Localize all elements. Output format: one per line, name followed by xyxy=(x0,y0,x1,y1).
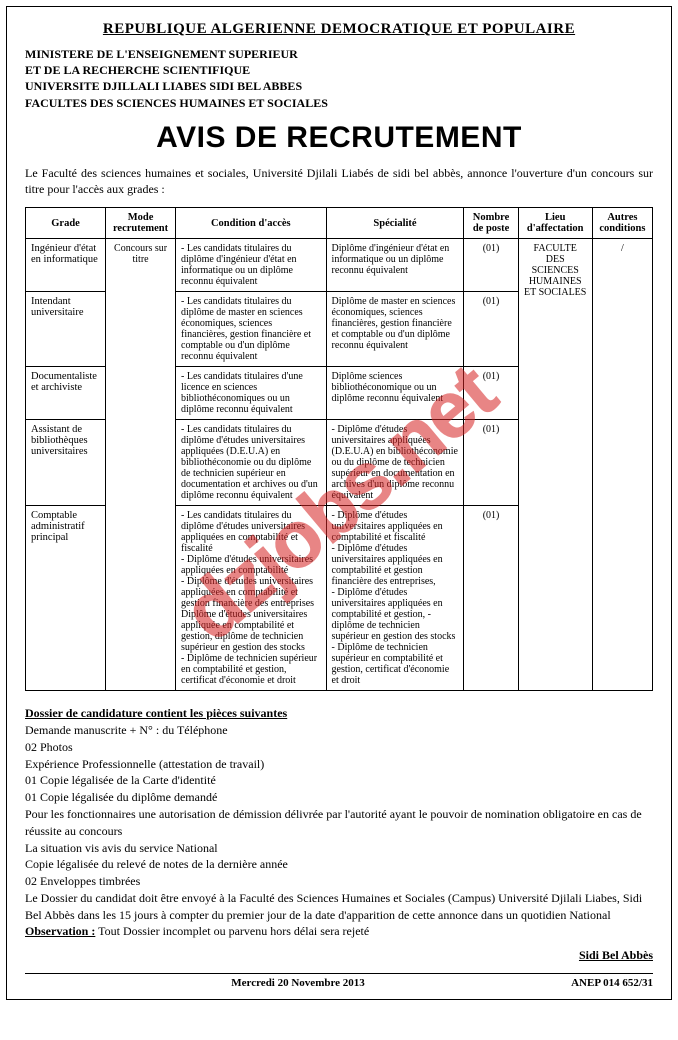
cell-nombre: (01) xyxy=(464,239,518,292)
cell-grade: Assistant de bibliothèques universitaire… xyxy=(26,420,106,506)
col-condition: Condition d'accès xyxy=(176,208,327,239)
recruitment-table: Grade Mode recrutement Condition d'accès… xyxy=(25,207,653,691)
dossier-item: Expérience Professionnelle (attestation … xyxy=(25,756,653,773)
footer-bar: Mercredi 20 Novembre 2013 ANEP 014 652/3… xyxy=(25,973,653,989)
cell-grade: Ingénieur d'état en informatique xyxy=(26,239,106,292)
col-lieu: Lieu d'affectation xyxy=(518,208,592,239)
cell-lieu: FACULTE DES SCIENCES HUMAINES ET SOCIALE… xyxy=(518,239,592,691)
observation-text: Tout Dossier incomplet ou parvenu hors d… xyxy=(95,924,369,938)
dossier-section: Dossier de candidature contient les pièc… xyxy=(25,705,653,940)
col-nombre: Nombre de poste xyxy=(464,208,518,239)
cell-specialite: - Diplôme d'études universitaires appliq… xyxy=(326,506,464,691)
dossier-item: Pour les fonctionnaires une autorisation… xyxy=(25,806,653,840)
col-autres: Autres conditions xyxy=(592,208,652,239)
footer-date: Mercredi 20 Novembre 2013 xyxy=(25,977,571,989)
col-grade: Grade xyxy=(26,208,106,239)
table-header-row: Grade Mode recrutement Condition d'accès… xyxy=(26,208,653,239)
observation-label: Observation : xyxy=(25,924,95,938)
header-block: MINISTERE DE L'ENSEIGNEMENT SUPERIEUR ET… xyxy=(25,46,653,111)
cell-nombre: (01) xyxy=(464,420,518,506)
dossier-item: Demande manuscrite + N° : du Téléphone xyxy=(25,722,653,739)
dossier-heading: Dossier de candidature contient les pièc… xyxy=(25,705,653,722)
intro-text: Le Faculté des sciences humaines et soci… xyxy=(25,165,653,197)
dossier-item: 02 Photos xyxy=(25,739,653,756)
cell-condition: - Les candidats titulaires du diplôme d'… xyxy=(176,420,327,506)
cell-condition: - Les candidats titulaires du diplôme d'… xyxy=(176,239,327,292)
dossier-item: 02 Enveloppes timbrées xyxy=(25,873,653,890)
col-specialite: Spécialité xyxy=(326,208,464,239)
document-title: AVIS DE RECRUTEMENT xyxy=(25,121,653,155)
cell-autres: / xyxy=(592,239,652,691)
cell-specialite: - Diplôme d'études universitaires appliq… xyxy=(326,420,464,506)
col-mode: Mode recrutement xyxy=(106,208,176,239)
table-row: Ingénieur d'état en informatique Concour… xyxy=(26,239,653,292)
header-ministry-2: ET DE LA RECHERCHE SCIENTIFIQUE xyxy=(25,62,653,78)
dossier-item: Copie légalisée du relevé de notes de la… xyxy=(25,856,653,873)
cell-nombre: (01) xyxy=(464,506,518,691)
cell-grade: Intendant universitaire xyxy=(26,292,106,367)
cell-condition: - Les candidats titulaires du diplôme d'… xyxy=(176,506,327,691)
cell-nombre: (01) xyxy=(464,367,518,420)
header-ministry-1: MINISTERE DE L'ENSEIGNEMENT SUPERIEUR xyxy=(25,46,653,62)
header-university: UNIVERSITE DJILLALI LIABES SIDI BEL ABBE… xyxy=(25,78,653,94)
dossier-item: 01 Copie légalisée du diplôme demandé xyxy=(25,789,653,806)
dossier-item: 01 Copie légalisée de la Carte d'identit… xyxy=(25,772,653,789)
cell-condition: - Les candidats titulaires d'une licence… xyxy=(176,367,327,420)
document-page: dzjobs.net REPUBLIQUE ALGERIENNE DEMOCRA… xyxy=(6,6,672,1000)
cell-specialite: Diplôme de master en sciences économique… xyxy=(326,292,464,367)
signature-location: Sidi Bel Abbès xyxy=(25,948,653,963)
header-country: REPUBLIQUE ALGERIENNE DEMOCRATIQUE ET PO… xyxy=(25,21,653,38)
dossier-item: Le Dossier du candidat doit être envoyé … xyxy=(25,890,653,924)
dossier-observation: Observation : Tout Dossier incomplet ou … xyxy=(25,923,653,940)
header-faculty: FACULTES DES SCIENCES HUMAINES ET SOCIAL… xyxy=(25,95,653,111)
cell-grade: Comptable administratif principal xyxy=(26,506,106,691)
footer-ref: ANEP 014 652/31 xyxy=(571,977,653,989)
cell-grade: Documentaliste et archiviste xyxy=(26,367,106,420)
cell-specialite: Diplôme sciences bibliothéconomique ou u… xyxy=(326,367,464,420)
dossier-item: La situation vis avis du service Nationa… xyxy=(25,840,653,857)
cell-nombre: (01) xyxy=(464,292,518,367)
cell-mode: Concours sur titre xyxy=(106,239,176,691)
cell-specialite: Diplôme d'ingénieur d'état en informatiq… xyxy=(326,239,464,292)
cell-condition: - Les candidats titulaires du diplôme de… xyxy=(176,292,327,367)
